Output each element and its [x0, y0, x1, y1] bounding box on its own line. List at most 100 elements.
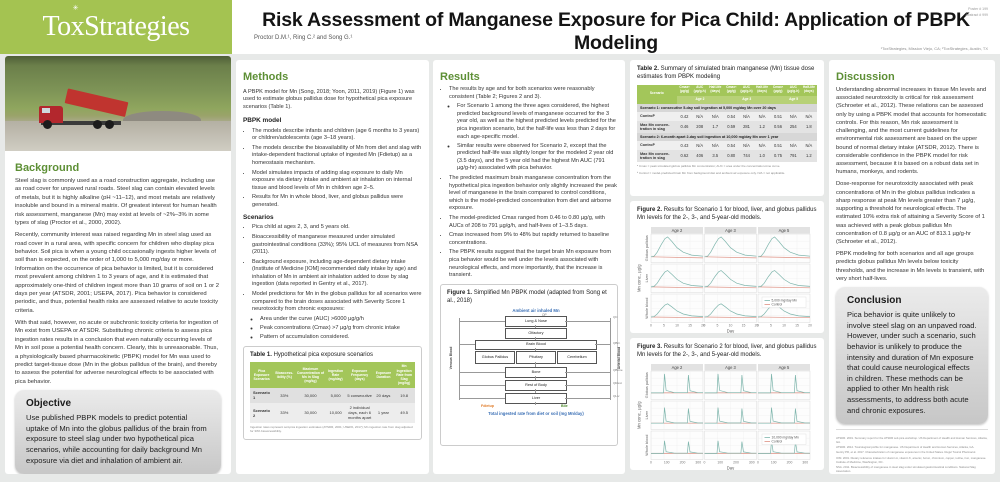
table2: Scenario Cmaxᵃ (µg/g) AUC (µg/g-h) Half-lif…: [637, 84, 817, 162]
figure2-caption-text: Results for Scenario 1 for blood, liver,…: [637, 207, 817, 221]
figure3-caption: Figure 3. Results for Scenario 2 for blo…: [637, 344, 817, 360]
table2-cell: N/A: [785, 111, 801, 121]
page-title: Risk Assessment of Manganese Exposure fo…: [262, 9, 970, 54]
svg-text:100: 100: [771, 460, 777, 464]
poster-body: Background Steel slag is commonly used a…: [0, 54, 1000, 482]
svg-text:Age 2: Age 2: [672, 364, 683, 369]
objective-text: Use published PBPK models to predict pot…: [26, 413, 207, 465]
truck-photo: [5, 56, 231, 151]
table2-header-cell: AUC (µg/g-h): [692, 84, 708, 97]
svg-text:0: 0: [757, 323, 759, 327]
svg-text:Mn conc., µg/g: Mn conc., µg/g: [637, 400, 642, 428]
connector: [565, 371, 610, 373]
svg-text:Whole blood: Whole blood: [645, 297, 649, 318]
table1-cell: Scenario 2: [250, 402, 274, 423]
table2-cell: N/A: [785, 140, 801, 150]
table2-cell: 0.54: [723, 111, 740, 121]
table2-cell: N/A: [692, 111, 708, 121]
table2-caption-text: Summary of simulated brain manganese (Mn…: [637, 66, 815, 80]
connector: [565, 320, 610, 322]
qp-label: QP: [542, 312, 547, 317]
table2-cell: 281: [739, 120, 754, 133]
svg-text:0: 0: [650, 323, 652, 327]
table1-header-cell: Ingestion Rate (mg/day): [325, 362, 346, 388]
table1-box: Table 1. Hypothetical pica exposure scen…: [243, 345, 422, 440]
table2-header-cell: Half-life (days): [753, 84, 771, 97]
connector: [535, 376, 536, 381]
arterial-blood-rail: [610, 318, 611, 401]
sub-bullet-list: Area under the curve (AUC) >6000 µg/g/hP…: [252, 316, 422, 342]
svg-text:15: 15: [795, 323, 799, 327]
svg-text:Control: Control: [772, 439, 783, 443]
divider: [836, 429, 988, 430]
affiliation-line: ¹ToxStrategies, Mission Viejo, CA; ²ToxS…: [880, 46, 988, 51]
svg-text:Age 5: Age 5: [779, 227, 790, 232]
svg-text:Liver: Liver: [645, 273, 649, 282]
figure1-box: Figure 1. Simplified Mn PBPK model (adap…: [440, 283, 623, 447]
background-heading: Background: [15, 162, 80, 174]
table2-cell: N/A: [707, 140, 724, 150]
svg-text:200: 200: [733, 460, 739, 464]
table2-card: Table 2. Summary of simulated brain mang…: [630, 60, 824, 196]
poster-header: ToxStrategies Risk Assessment of Mangane…: [0, 0, 1000, 54]
svg-text:0: 0: [757, 460, 759, 464]
connector: [535, 348, 536, 352]
table2-row-label: Controlᵇ: [637, 140, 677, 150]
figure1-caption-label: Figure 1.: [447, 289, 473, 296]
svg-text:5: 5: [663, 323, 665, 327]
svg-text:100: 100: [717, 460, 723, 464]
table2-header-cell: AUC (µg/g-h): [739, 84, 754, 97]
truck-wheel: [105, 120, 114, 129]
table2-header-cell: AUC (µg/g-h): [785, 84, 801, 97]
figure1-caption: Figure 1. Simplified Mn PBPK model (adap…: [447, 290, 611, 306]
column-background: Background Steel slag is commonly used a…: [5, 56, 231, 474]
svg-text:300: 300: [802, 460, 808, 464]
reference-item: IOM. 2001. Dietary reference intakes for…: [836, 455, 987, 464]
table1-header-cell: Mn Ingestion Rate from Slag (mg/kg): [393, 362, 415, 388]
table-row: Scenario 1 33% 30,000 5,000 5 consecutive 20 …: [250, 387, 415, 403]
ingested-rate-label: Total ingested rate from diet or soil (m…: [488, 411, 584, 417]
table2-cell: 1.2: [753, 120, 771, 133]
table1-cell: 49.5: [393, 402, 415, 423]
svg-text:Age 3: Age 3: [725, 364, 736, 369]
svg-text:0: 0: [704, 323, 706, 327]
table2-cell: 0.56: [770, 120, 786, 133]
table2-cell: 0.43: [676, 140, 693, 150]
brain-dose-table: Scenario Cmaxᵃ (µg/g) AUC (µg/g-h) Half-lif…: [637, 84, 817, 162]
table2-cell: 1.2: [800, 149, 817, 162]
logo-text-post: Strategies: [84, 11, 190, 42]
lung-nose-box: Lung & Nose: [505, 316, 567, 328]
background-text: Steel slag is commonly used as a road co…: [15, 177, 221, 386]
methods-intro: A PBPK model for Mn (Song, 2018; Yoon, 2…: [243, 88, 415, 110]
svg-text:0: 0: [650, 460, 652, 464]
svg-text:5: 5: [770, 323, 772, 327]
table2-cell: 1.0: [753, 149, 771, 162]
dump-truck-chassis: [41, 121, 121, 125]
table1-cell: 5,000: [325, 387, 346, 403]
table2-cell: 744: [739, 149, 754, 162]
qbrn-label: QBrn: [613, 341, 621, 346]
truck-wheel: [93, 120, 102, 129]
qc-label: QC: [613, 315, 618, 320]
table2-cell: 0.51: [770, 111, 786, 121]
table2-cell: 0.46: [676, 120, 693, 133]
brain-blood-box: Brain Blood: [475, 340, 597, 351]
bullet-item: The model-predicted Cmax ranged from 0.4…: [449, 215, 618, 230]
connector: [535, 337, 536, 341]
table-row: Max Mn concen-tration in slag 0.46 208 1.7 0…: [637, 120, 817, 133]
table1-cell: 2 individual days, each 6 months apart: [345, 402, 374, 423]
table2-age-header: Age 3: [723, 96, 771, 104]
bullet-item: The results by age and for both scenario…: [449, 86, 618, 173]
connector: [565, 397, 610, 399]
bullet-item: Model predictions for Mn in the globus p…: [252, 291, 422, 342]
table2-cell: N/A: [800, 111, 817, 121]
discussion-paragraph: Dose-response for neurotoxicity associat…: [836, 181, 985, 245]
table1-cell: 5 consecutive: [345, 387, 374, 403]
globus-pallidus-box: Globus Pallidus: [475, 351, 515, 365]
abstract-number: Abstract # 999: [965, 12, 988, 17]
pbpk-model-diagram: Ambient air inhaled Mn QP Venous Blood A…: [447, 308, 625, 440]
table2-header-cell: Half-life (days): [800, 84, 817, 97]
connector: [535, 389, 536, 394]
svg-text:20: 20: [701, 323, 705, 327]
